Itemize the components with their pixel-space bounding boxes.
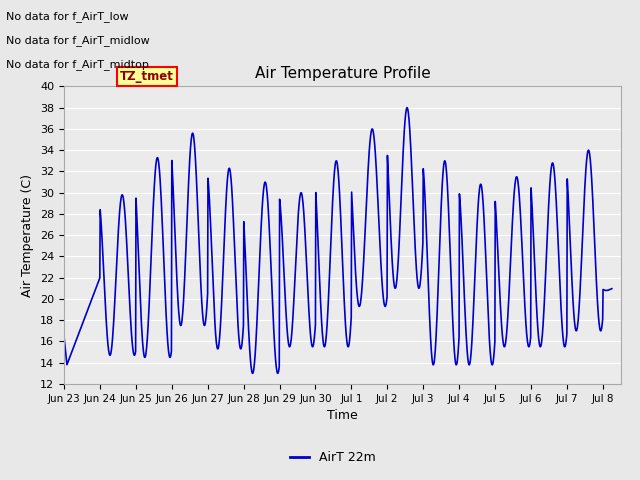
Text: No data for f_AirT_low: No data for f_AirT_low [6, 11, 129, 22]
Y-axis label: Air Temperature (C): Air Temperature (C) [22, 174, 35, 297]
Text: No data for f_AirT_midlow: No data for f_AirT_midlow [6, 35, 150, 46]
X-axis label: Time: Time [327, 409, 358, 422]
Text: TZ_tmet: TZ_tmet [120, 71, 173, 84]
Text: No data for f_AirT_midtop: No data for f_AirT_midtop [6, 59, 149, 70]
Legend: AirT 22m: AirT 22m [285, 446, 381, 469]
Title: Air Temperature Profile: Air Temperature Profile [255, 66, 430, 81]
